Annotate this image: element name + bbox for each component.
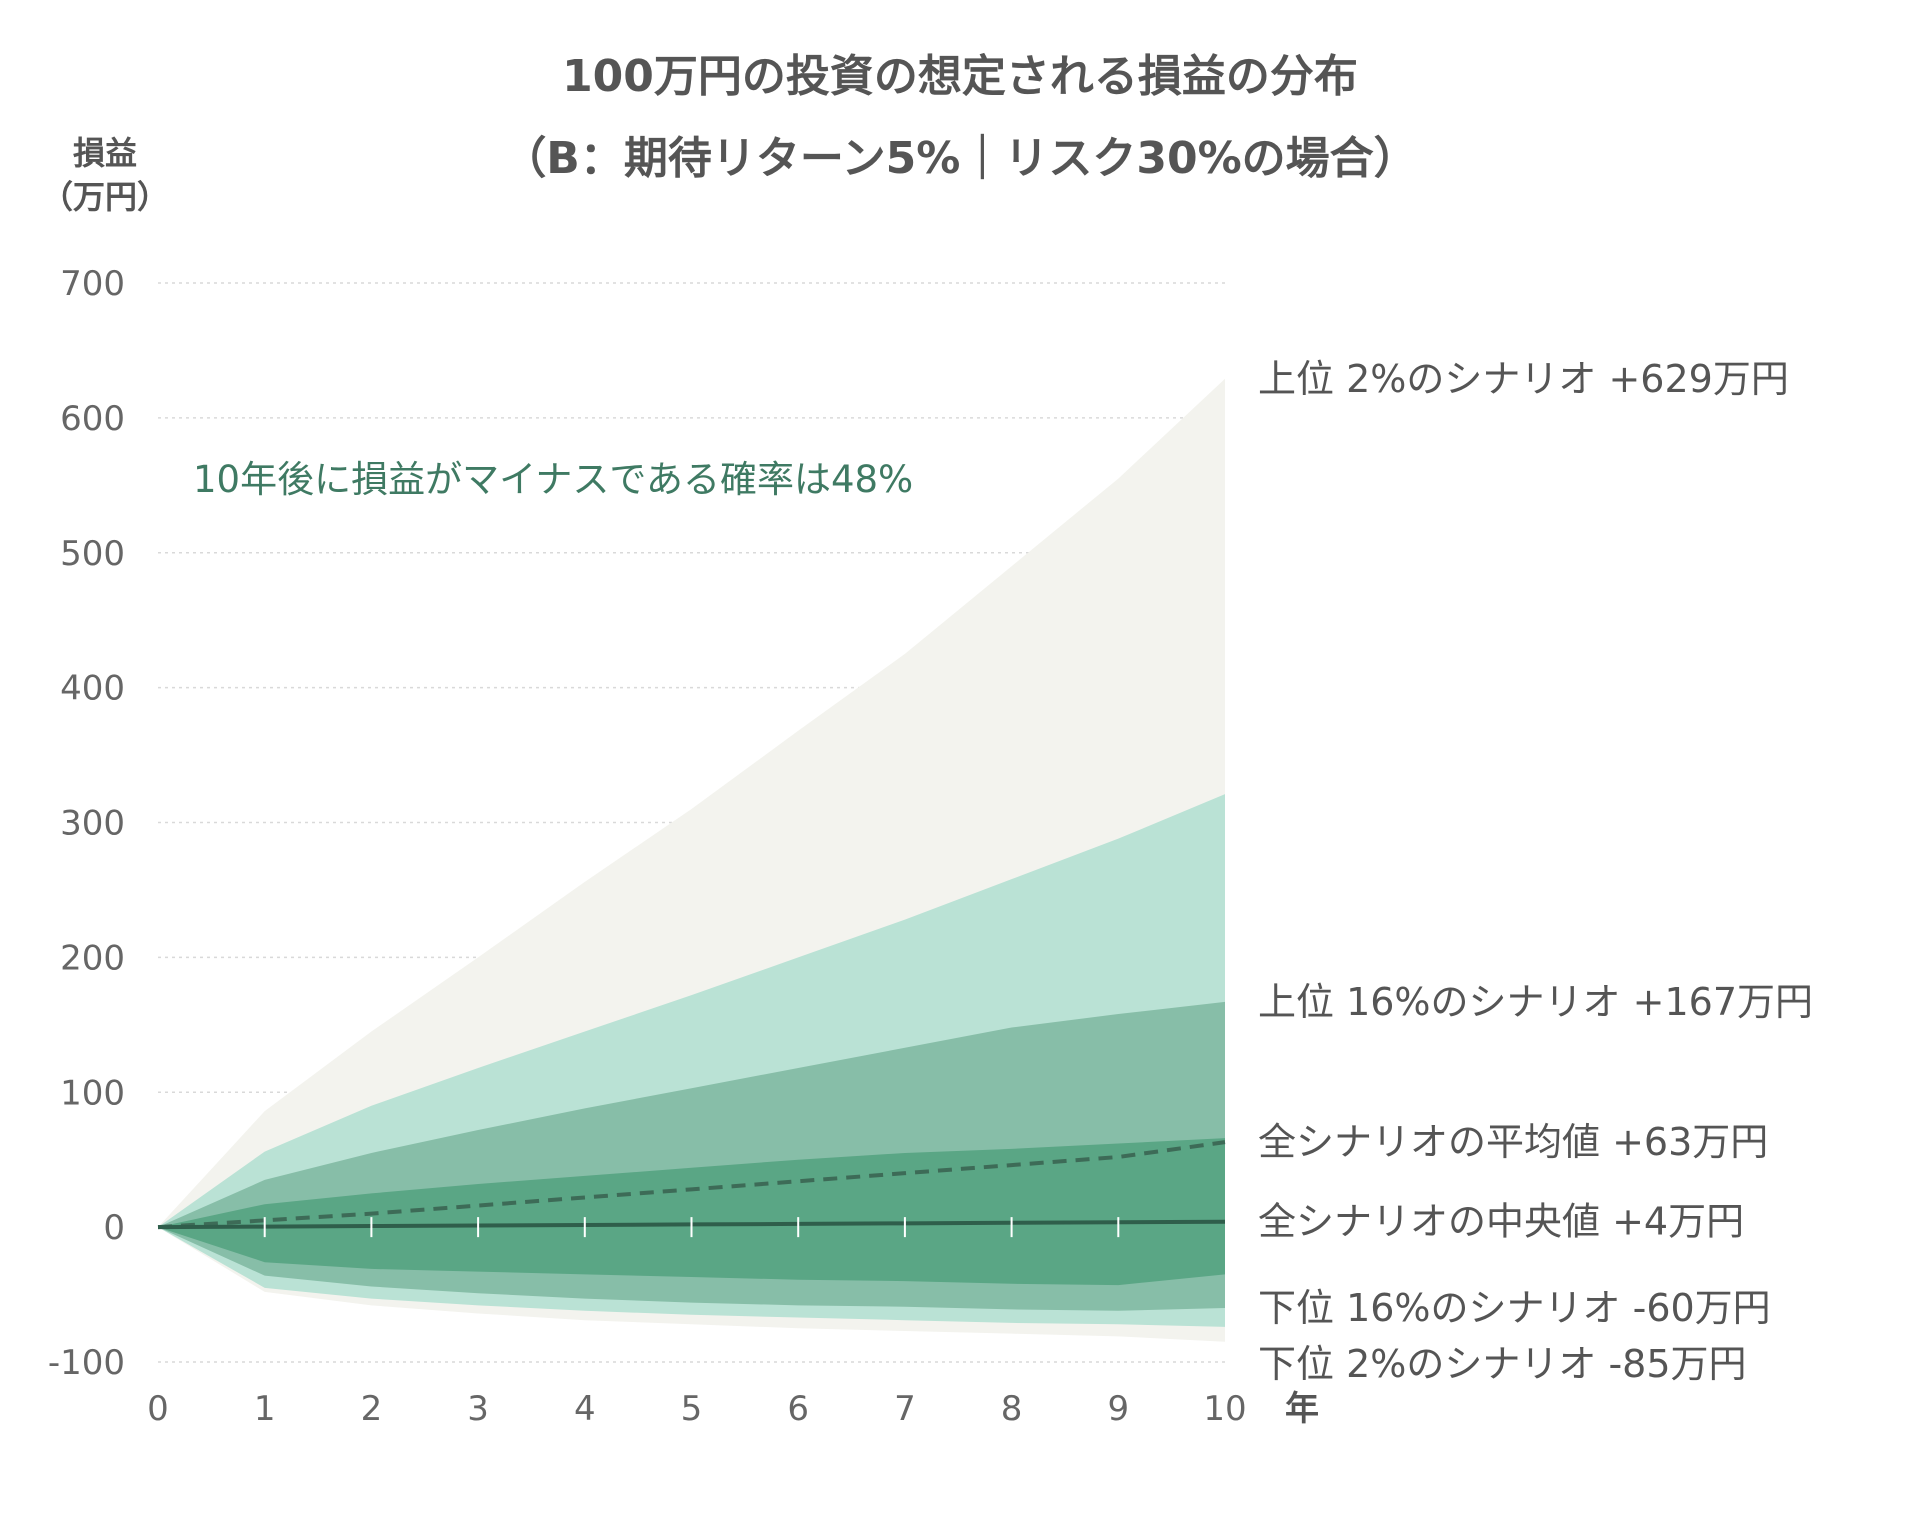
end-label: 下位 16%のシナリオ -60万円 bbox=[1258, 1286, 1771, 1330]
x-tick-labels: 0 1 2 3 4 5 6 7 8 9 10 bbox=[147, 1217, 1247, 1429]
scenario-bands bbox=[158, 378, 1225, 1342]
y-tick-label: 100 bbox=[60, 1073, 125, 1113]
x-tick-label: 4 bbox=[574, 1389, 596, 1429]
x-tick-label: 1 bbox=[254, 1389, 276, 1429]
end-label: 全シナリオの中央値 +4万円 bbox=[1258, 1200, 1744, 1244]
end-label: 下位 2%のシナリオ -85万円 bbox=[1258, 1342, 1747, 1386]
y-tick-label: 600 bbox=[60, 399, 125, 439]
x-tick-label: 9 bbox=[1107, 1389, 1129, 1429]
y-tick-label: 500 bbox=[60, 534, 125, 574]
end-label: 全シナリオの平均値 +63万円 bbox=[1258, 1120, 1768, 1164]
y-axis-label: 損益 bbox=[72, 134, 137, 172]
x-tick-label: 3 bbox=[467, 1389, 489, 1429]
x-tick-label: 10 bbox=[1203, 1389, 1246, 1429]
band-core bbox=[158, 1138, 1225, 1286]
x-tick-label: 5 bbox=[681, 1389, 703, 1429]
chart-subtitle: （B：期待リターン5%｜リスク30%の場合） bbox=[502, 133, 1418, 184]
end-label: 上位 16%のシナリオ +167万円 bbox=[1258, 980, 1813, 1024]
y-tick-label: 400 bbox=[60, 669, 125, 709]
y-axis-unit: （万円） bbox=[40, 178, 169, 216]
y-tick-label: 300 bbox=[60, 804, 125, 844]
y-tick-label: -100 bbox=[48, 1343, 125, 1383]
x-tick-label: 7 bbox=[894, 1389, 916, 1429]
y-tick-label: 0 bbox=[103, 1208, 125, 1248]
probability-annotation: 10年後に損益がマイナスである確率は48% bbox=[193, 458, 913, 501]
y-tick-label: 200 bbox=[60, 938, 125, 978]
x-axis-unit: 年 bbox=[1285, 1389, 1319, 1429]
x-tick-label: 0 bbox=[147, 1389, 169, 1429]
chart-title: 100万円の投資の想定される損益の分布 bbox=[562, 51, 1358, 102]
x-tick-label: 8 bbox=[1001, 1389, 1023, 1429]
y-tick-label: 700 bbox=[60, 264, 125, 304]
x-tick-label: 6 bbox=[787, 1389, 809, 1429]
mean-line bbox=[157, 1140, 1226, 1230]
x-tick-label: 2 bbox=[361, 1389, 383, 1429]
end-label: 上位 2%のシナリオ +629万円 bbox=[1258, 357, 1789, 401]
y-tick-labels: -100 0 100 200 300 400 500 600 700 bbox=[48, 264, 125, 1383]
